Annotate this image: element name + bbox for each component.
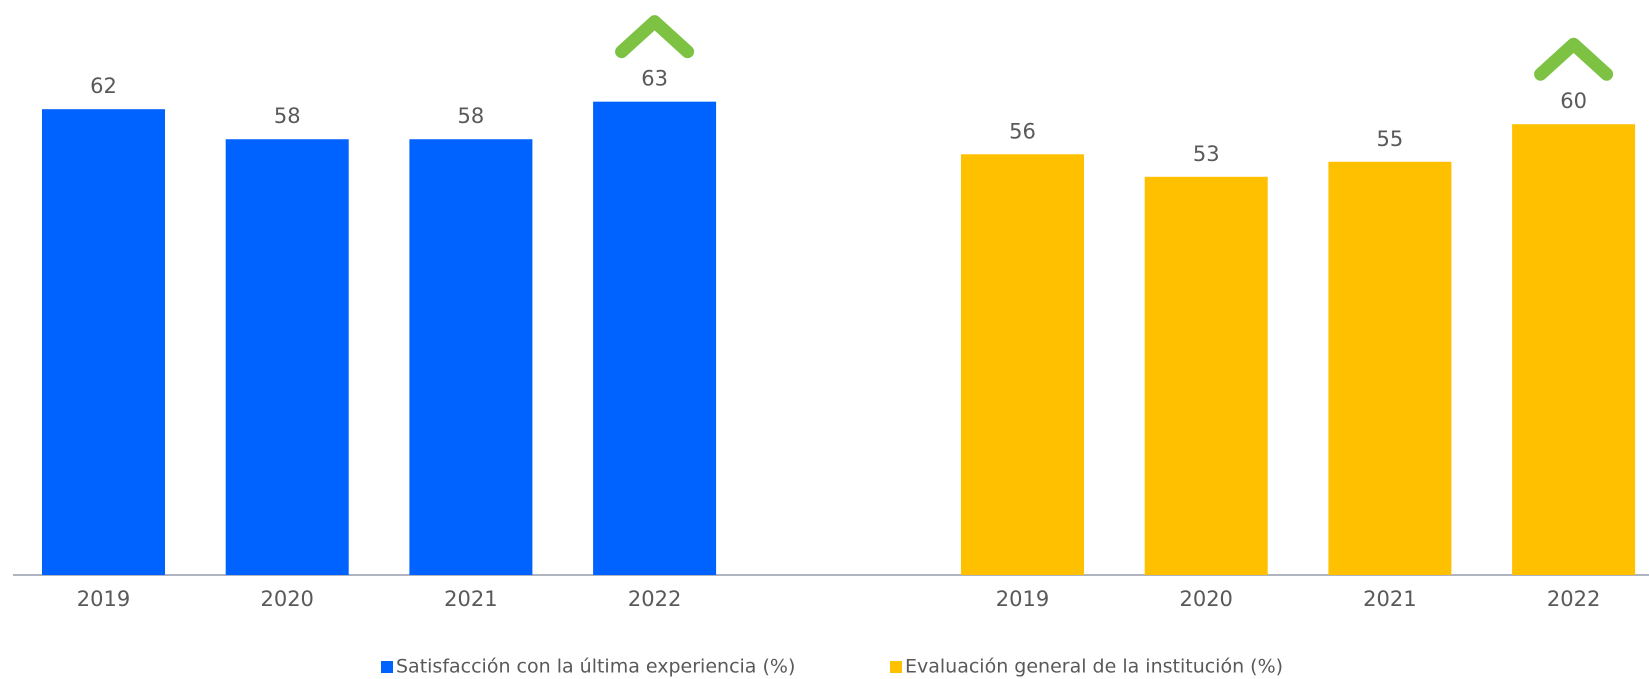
- bar: [1328, 161, 1452, 576]
- value-label: 62: [90, 74, 117, 98]
- x-tick-label: 2021: [444, 587, 497, 611]
- value-label: 56: [1009, 119, 1036, 143]
- bar: [593, 101, 717, 575]
- legend-label: Satisfacción con la última experiencia (…: [396, 656, 795, 678]
- bar: [42, 109, 165, 576]
- legend-label: Evaluación general de la institución (%): [905, 656, 1283, 678]
- up-arrow-icon: [615, 15, 695, 59]
- legend-swatch: [890, 661, 902, 673]
- value-label: 63: [641, 67, 668, 91]
- legend-swatch: [381, 661, 393, 673]
- value-label: 58: [458, 104, 485, 128]
- bar: [225, 139, 349, 575]
- x-tick-label: 2020: [1179, 587, 1232, 611]
- value-label: 58: [274, 104, 301, 128]
- up-arrow-icon: [1534, 37, 1614, 81]
- bar: [1144, 176, 1268, 576]
- bar: [961, 154, 1084, 575]
- value-label: 53: [1193, 142, 1220, 166]
- x-tick-label: 2022: [628, 587, 681, 611]
- bar: [409, 139, 533, 575]
- bar: [1512, 124, 1636, 576]
- x-tick-label: 2022: [1547, 587, 1600, 611]
- x-tick-label: 2021: [1363, 587, 1416, 611]
- x-tick-label: 2019: [77, 587, 130, 611]
- x-tick-label: 2019: [996, 587, 1049, 611]
- value-label: 60: [1560, 89, 1587, 113]
- x-tick-label: 2020: [260, 587, 313, 611]
- value-label: 55: [1377, 127, 1404, 151]
